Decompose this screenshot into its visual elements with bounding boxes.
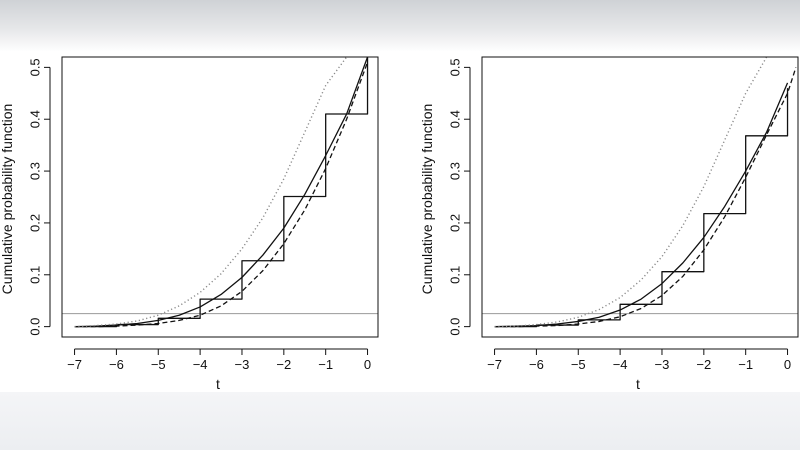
series-step-line: [74, 57, 369, 328]
series-dashed-line: [494, 67, 797, 328]
y-tick-label: 0.3: [447, 162, 462, 180]
y-tick-label: 0.1: [447, 266, 462, 284]
x-tick-label: 0: [364, 357, 371, 372]
x-tick-label: −1: [318, 357, 333, 372]
series-step-line: [494, 88, 789, 328]
x-axis-label: t: [636, 376, 640, 392]
x-tick-label: −4: [193, 357, 208, 372]
x-axis-label: t: [216, 376, 220, 392]
y-tick-label: 0.4: [27, 110, 42, 128]
x-tick-label: −4: [613, 357, 628, 372]
y-tick-label: 0.0: [447, 318, 462, 336]
y-tick-label: 0.0: [27, 318, 42, 336]
x-tick-label: −2: [696, 357, 711, 372]
x-tick-label: −7: [67, 357, 82, 372]
x-tick-label: −1: [738, 357, 753, 372]
bottom-shadow-band: [0, 392, 800, 450]
x-tick-label: −2: [276, 357, 291, 372]
x-tick-label: 0: [784, 357, 791, 372]
x-tick-label: −7: [487, 357, 502, 372]
y-tick-label: 0.5: [27, 58, 42, 76]
y-axis-label: Cumulative probability function: [419, 104, 435, 295]
x-tick-label: −3: [655, 357, 670, 372]
x-tick-label: −6: [109, 357, 124, 372]
y-tick-label: 0.2: [27, 214, 42, 232]
y-tick-label: 0.4: [447, 110, 462, 128]
plot-frame: [481, 56, 799, 338]
y-tick-label: 0.3: [27, 162, 42, 180]
y-tick-label: 0.5: [447, 58, 462, 76]
series-solid-line: [494, 82, 789, 328]
y-tick-label: 0.1: [27, 266, 42, 284]
x-tick-label: −5: [151, 357, 166, 372]
cdf-plot-right: −7 −6 −5 −4 −3 −2 −1 0 t 0.0 0.1 0.2 0.3 0.4 0.5 Cumula…: [419, 56, 799, 392]
series-dashed-line: [74, 61, 369, 328]
cdf-plot-left: −7 −6 −5 −4 −3 −2 −1 0 t 0.0 0.1 0.2 0.3 0.4 0.5 Cumula…: [0, 56, 379, 392]
y-tick-label: 0.2: [447, 214, 462, 232]
x-tick-label: −6: [529, 357, 544, 372]
top-shadow-band: [0, 0, 800, 52]
plot-frame: [61, 56, 379, 338]
x-tick-label: −5: [571, 357, 586, 372]
x-tick-label: −3: [235, 357, 250, 372]
series-solid-line: [74, 57, 369, 328]
series-dotted-line: [494, 57, 768, 328]
y-axis-label: Cumulative probability function: [0, 104, 15, 295]
